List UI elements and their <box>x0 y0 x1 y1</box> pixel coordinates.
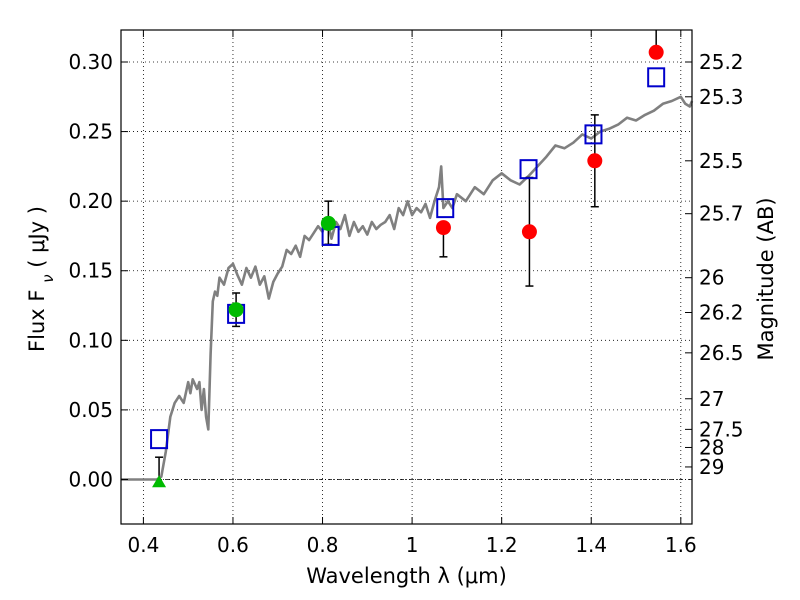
red-point <box>521 224 537 240</box>
y-tick-label: 0.20 <box>68 189 113 213</box>
right-tick-label: 26.2 <box>699 300 744 324</box>
x-tick-label: 1 <box>406 533 419 557</box>
y-axis-label: Flux F ν ( μJy ) <box>25 206 57 352</box>
data-points <box>150 44 666 488</box>
y-tick-label: 0.30 <box>68 50 113 74</box>
y-axis-label-main: Flux F <box>25 290 49 352</box>
right-axis-label: Magnitude (AB) <box>754 197 778 360</box>
red-point <box>648 44 664 60</box>
plot-frame <box>120 29 693 525</box>
x-axis-label: Wavelength λ (μm) <box>306 564 507 588</box>
right-tick-label: 29 <box>699 455 724 479</box>
red-point <box>435 220 451 236</box>
spectrum-line <box>121 95 694 481</box>
x-tick-label: 1.6 <box>665 533 697 557</box>
right-tick-label: 25.2 <box>699 50 744 74</box>
model-point <box>584 124 603 145</box>
right-tick-label: 27.5 <box>699 417 744 441</box>
model-point <box>436 198 455 219</box>
x-tick-label: 1.4 <box>575 533 607 557</box>
grid <box>121 30 692 524</box>
green-point <box>320 215 336 231</box>
model-spectrum <box>121 95 694 481</box>
model-point <box>519 159 538 180</box>
green-point <box>228 302 244 318</box>
y-axis-label-subscript: ν <box>39 274 57 282</box>
y-tick-label: 0.05 <box>68 398 113 422</box>
right-tick-label: 26 <box>699 266 724 290</box>
right-tick-label: 25.3 <box>699 85 744 109</box>
y-tick-label: 0.25 <box>68 120 113 144</box>
y-tick-label: 0.00 <box>68 467 113 491</box>
upper-limit-triangle <box>152 475 167 488</box>
right-tick-label: 26.5 <box>699 341 744 365</box>
x-tick-label: 0.4 <box>127 533 159 557</box>
y-tick-label: 0.10 <box>68 328 113 352</box>
model-point <box>647 67 666 88</box>
y-axis-label-unit: ( μJy ) <box>25 206 49 268</box>
y-tick-label: 0.15 <box>68 259 113 283</box>
error-bars <box>155 30 657 483</box>
axis-ticks: 0.4 0.6 0.8 1 1.2 1.4 1.6 0.00 0.05 0.10 0.15 0.20 0… <box>68 30 744 557</box>
right-tick-label: 25.7 <box>699 202 744 226</box>
right-tick-label: 28 <box>699 435 724 459</box>
red-point <box>587 153 603 169</box>
x-tick-label: 0.6 <box>217 533 249 557</box>
model-point <box>150 429 169 450</box>
right-tick-label: 25.5 <box>699 149 744 173</box>
x-tick-label: 0.8 <box>307 533 339 557</box>
right-tick-label: 27 <box>699 387 724 411</box>
x-tick-label: 1.2 <box>486 533 518 557</box>
